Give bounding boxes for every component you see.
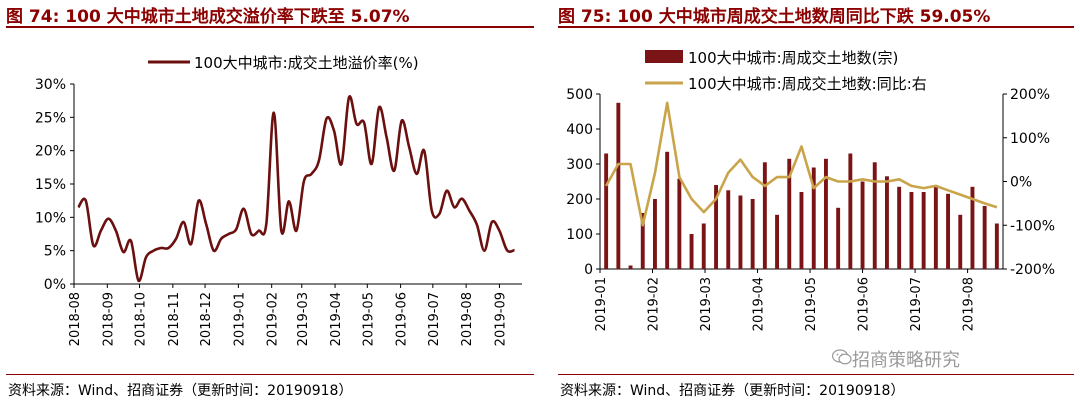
right-x-tick-label: 2019-03 (699, 277, 714, 331)
left-x-tick-label: 2019-02 (266, 292, 281, 346)
left-series-line (77, 95, 515, 283)
right-bar (762, 162, 767, 270)
right-bar (726, 190, 731, 270)
left-y-tick-label: 0% (44, 277, 66, 293)
right-y2-tick-label: 100% (1010, 131, 1050, 147)
left-x-tick-label: 2019-07 (427, 292, 442, 346)
right-bar (775, 214, 779, 270)
right-source-rule (558, 374, 1074, 375)
right-bar (946, 193, 950, 270)
right-source-note: 资料来源：Wind、招商证券（更新时间：20190918） (560, 383, 905, 399)
right-yoy-line (604, 101, 998, 227)
right-y-tick-label: 100 (566, 227, 593, 243)
right-bar (653, 199, 657, 269)
left-x-tick-label: 2018-10 (134, 292, 149, 346)
right-x-tick-label: 2019-04 (752, 277, 767, 331)
left-y-tick-label: 25% (35, 110, 66, 126)
right-bar (982, 206, 987, 269)
left-x-tick-label: 2019-08 (460, 292, 475, 346)
right-y2-tick-label: -100% (1010, 218, 1055, 234)
right-bar (994, 223, 999, 269)
right-bar (848, 153, 853, 269)
right-bar (640, 213, 645, 269)
right-y-tick-label: 200 (566, 192, 593, 208)
right-y-tick-label: 400 (566, 122, 593, 138)
right-bar (836, 207, 841, 270)
left-x-tick-label: 2019-03 (296, 292, 311, 346)
right-bar (824, 158, 828, 270)
right-legend: 100大中城市:周成交土地数(宗) 100大中城市:周成交土地数:同比:右 (645, 49, 927, 93)
left-legend-label: 100大中城市:成交土地溢价率(%) (194, 54, 419, 72)
left-y-tick-label: 30% (35, 77, 66, 93)
left-source-rule (6, 374, 534, 375)
left-legend: 100大中城市:成交土地溢价率(%) (148, 54, 419, 72)
right-y2-tick-label: -200% (1010, 262, 1055, 278)
right-chart-title: 图 75: 100 大中城市周成交土地数周同比下跌 59.05% (558, 7, 991, 27)
left-x-tick-label: 2019-05 (361, 292, 376, 346)
right-bar (885, 176, 889, 270)
right-x-tick-label: 2019-07 (909, 277, 924, 331)
right-y2-tick-label: 0% (1010, 175, 1032, 191)
left-chart-title: 图 74: 100 大中城市土地成交溢价率下跌至 5.07% (6, 7, 410, 27)
right-bar (677, 178, 682, 269)
right-bar (714, 185, 718, 269)
right-bar (921, 192, 926, 269)
wechat-icon (832, 349, 852, 365)
left-source-note: 资料来源：Wind、招商证券（更新时间：20190918） (8, 383, 353, 399)
right-bar (872, 162, 877, 270)
left-y-tick-label: 10% (35, 210, 66, 226)
right-bar (909, 192, 914, 269)
right-bar (897, 186, 902, 270)
right-bar (799, 192, 804, 269)
left-x-tick-label: 2018-08 (68, 292, 83, 346)
left-line-chart: 100大中城市:成交土地溢价率(%) 0% 5% 10% 15% 20% 25% 30% 20… (35, 54, 522, 346)
watermark-text: 招商策略研究 (852, 350, 960, 371)
right-x-tick-label: 2019-05 (804, 277, 819, 331)
right-bar (787, 158, 792, 270)
right-legend-bar-label: 100大中城市:周成交土地数(宗) (688, 49, 898, 67)
left-x-tick-label: 2018-09 (101, 292, 116, 346)
right-bar (738, 195, 743, 269)
right-title-rule (558, 26, 1074, 28)
right-bar (860, 181, 865, 269)
right-bar (970, 186, 975, 270)
right-bar (665, 151, 670, 270)
right-bar (689, 234, 694, 269)
left-y-tick-label: 20% (35, 144, 66, 160)
right-bar-line-chart: 100大中城市:周成交土地数(宗) 100大中城市:周成交土地数:同比:右 0 1… (566, 49, 1055, 331)
right-bar (628, 265, 633, 269)
left-y-tick-label: 5% (44, 244, 66, 260)
right-bar (604, 153, 609, 269)
right-legend-bar-swatch (645, 50, 683, 63)
right-bar (933, 185, 938, 269)
right-bar (958, 214, 963, 270)
right-bar (750, 199, 755, 269)
right-legend-line-label: 100大中城市:周成交土地数:同比:右 (688, 75, 927, 93)
right-y2-tick-label: 200% (1010, 87, 1050, 103)
right-bar (811, 167, 816, 269)
right-y-tick-label: 0 (584, 262, 593, 278)
right-x-tick-label: 2019-02 (647, 277, 662, 331)
right-x-tick-label: 2019-06 (857, 277, 872, 331)
right-y-tick-label: 300 (566, 157, 593, 173)
right-bar (701, 223, 706, 269)
left-x-tick-label: 2019-04 (329, 292, 344, 346)
left-x-tick-label: 2018-11 (167, 292, 182, 346)
right-x-tick-label: 2019-01 (594, 277, 609, 331)
left-x-tick-label: 2019-06 (395, 292, 410, 346)
right-x-tick-label: 2019-08 (962, 277, 977, 331)
right-bar (616, 102, 621, 270)
left-x-tick-label: 2018-12 (199, 292, 214, 346)
left-title-rule (6, 26, 534, 28)
left-x-tick-label: 2019-01 (232, 292, 247, 346)
left-y-tick-label: 15% (35, 177, 66, 193)
right-y-tick-label: 500 (566, 87, 593, 103)
left-x-tick-label: 2019-09 (493, 292, 508, 346)
